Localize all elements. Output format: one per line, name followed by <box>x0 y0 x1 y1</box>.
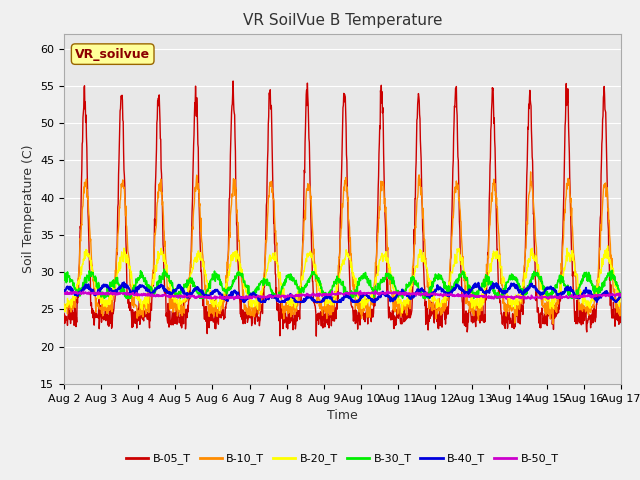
Text: VR_soilvue: VR_soilvue <box>75 48 150 60</box>
X-axis label: Time: Time <box>327 409 358 422</box>
Legend: B-05_T, B-10_T, B-20_T, B-30_T, B-40_T, B-50_T: B-05_T, B-10_T, B-20_T, B-30_T, B-40_T, … <box>122 449 563 469</box>
Title: VR SoilVue B Temperature: VR SoilVue B Temperature <box>243 13 442 28</box>
Y-axis label: Soil Temperature (C): Soil Temperature (C) <box>22 144 35 273</box>
